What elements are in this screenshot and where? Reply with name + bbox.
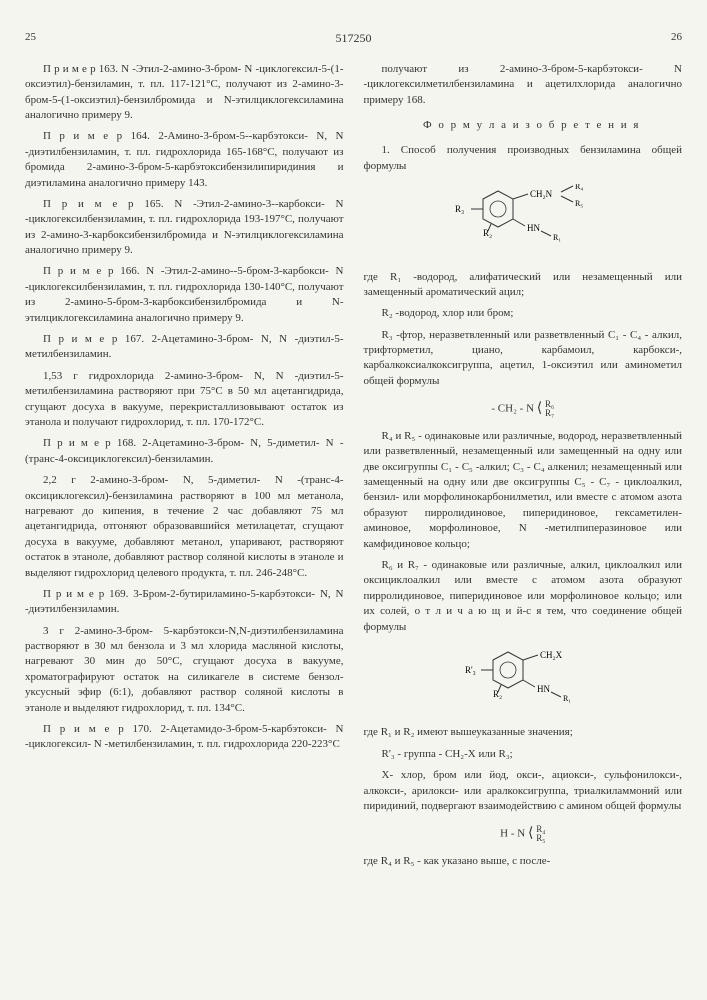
example-164: П р и м е р 164. 2-Амино-3-бром-5--карбэ… (25, 129, 344, 191)
example-170: П р и м е р 170. 2-Ацетамидо-3-бром-5-ка… (25, 722, 344, 753)
hn-formula: H - N ⟨ R₄ R₅ (364, 824, 683, 844)
intro-text: получают из 2-амино-3-бром-5-карбэтокси-… (364, 62, 683, 108)
svg-text:HN: HN (527, 223, 540, 233)
example-167-body: 1,53 г гидрохлорида 2-амино-3-бром- N, N… (25, 369, 344, 431)
svg-text:R₁: R₁ (563, 694, 571, 703)
svg-text:R₅: R₅ (575, 199, 583, 208)
right-column: получают из 2-амино-3-бром-5-карбэтокси-… (364, 62, 683, 875)
example-167-title: П р и м е р 167. 2-Ацетамино-3-бром- N, … (25, 332, 344, 363)
x-definition: X- хлор, бром или йод, окси-, ациокси-, … (364, 768, 683, 814)
example-168-body: 2,2 г 2-амино-3-бром- N, 5-диметил- N -(… (25, 473, 344, 581)
svg-text:R₂: R₂ (483, 228, 492, 238)
left-column: П р и м е р 163. N -Этил-2-амино-3-бром-… (25, 62, 344, 875)
example-163: П р и м е р 163. N -Этил-2-амино-3-бром-… (25, 62, 344, 124)
example-169-title: П р и м е р 169. 3-Бром-2-бутириламино-5… (25, 587, 344, 618)
r1-r2-reference: где R₁ и R₂ имеют вышеуказанные значения… (364, 725, 683, 740)
svg-text:R₂: R₂ (493, 689, 502, 699)
svg-text:CH₂X: CH₂X (540, 650, 563, 660)
svg-text:CH₂N: CH₂N (530, 189, 553, 199)
svg-text:R₁: R₁ (553, 233, 561, 242)
svg-text:R₄: R₄ (575, 184, 583, 191)
r1-definition: где R₁ -водород, алифатический или незам… (364, 270, 683, 301)
claim-1-start: 1. Способ получения производных бензилам… (364, 143, 683, 174)
r3-definition: R₃ -фтор, неразветвленный или разветвлен… (364, 328, 683, 390)
example-169-body: 3 г 2-амино-3-бром- 5-карбэтокси-N,N-диэ… (25, 624, 344, 716)
page-number-right: 26 (671, 30, 682, 47)
svg-text:R'₃: R'₃ (465, 665, 476, 675)
example-165: П р и м е р 165. N -Этил-2-амино-3--карб… (25, 197, 344, 259)
r4-r5-definition: R₄ и R₅ - одинаковые или различные, водо… (364, 429, 683, 552)
formula-heading: Ф о р м у л а и з о б р е т е н и я (364, 118, 683, 133)
svg-text:HN: HN (537, 684, 550, 694)
r3-prime-definition: R'₃ - группа - СН₂-Х или R₃; (364, 747, 683, 762)
page-number-left: 25 (25, 30, 36, 47)
r6-r7-definition: R₆ и R₇ - одинаковые или различные, алки… (364, 558, 683, 635)
example-166: П р и м е р 166. N -Этил-2-амино--5-бром… (25, 264, 344, 326)
r2-definition: R₂ -водород, хлор или бром; (364, 306, 683, 321)
chemical-structure-2: CH₂X R'₃ HN R₁ R₂ (364, 645, 683, 715)
ch2-formula: - CH₂ - N ⟨ R₆ R₇ (364, 399, 683, 419)
patent-number: 517250 (336, 30, 372, 47)
svg-text:R₃: R₃ (455, 204, 464, 214)
example-168-title: П р и м е р 168. 2-Ацетамино-3-бром- N, … (25, 436, 344, 467)
r4-r5-end: где R₄ и R₅ - как указано выше, с после- (364, 854, 683, 869)
chemical-structure-1: CH₂N R₄ R₅ R₃ HN R₁ R₂ (364, 184, 683, 259)
